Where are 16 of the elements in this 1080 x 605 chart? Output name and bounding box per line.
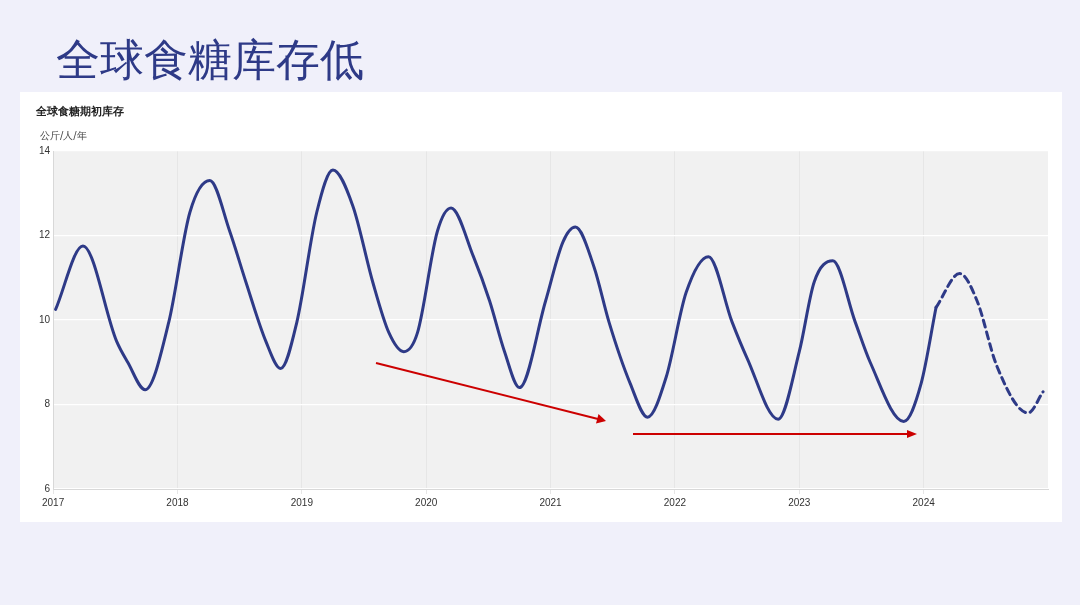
x-tick-label: 2018 <box>166 496 190 508</box>
y-tick-label: 14 <box>39 144 51 156</box>
x-tick-label: 2017 <box>42 496 65 508</box>
y-axis-title: 公斤/人/年 <box>40 129 87 143</box>
y-tick-label: 10 <box>39 313 51 325</box>
x-tick-label: 2024 <box>912 496 936 508</box>
chart-title: 全球食糖库存低 <box>56 33 364 87</box>
x-tick-label: 2020 <box>415 496 438 508</box>
x-tick-label: 2019 <box>290 496 314 508</box>
y-tick-label: 6 <box>44 482 51 494</box>
x-tick-label: 2023 <box>788 496 811 508</box>
chart-subtitle: 全球食糖期初库存 <box>36 104 124 119</box>
y-tick-label: 8 <box>44 398 51 410</box>
x-tick-label: 2021 <box>539 496 563 508</box>
x-tick-label: 2022 <box>663 496 687 508</box>
y-tick-label: 12 <box>39 229 51 241</box>
